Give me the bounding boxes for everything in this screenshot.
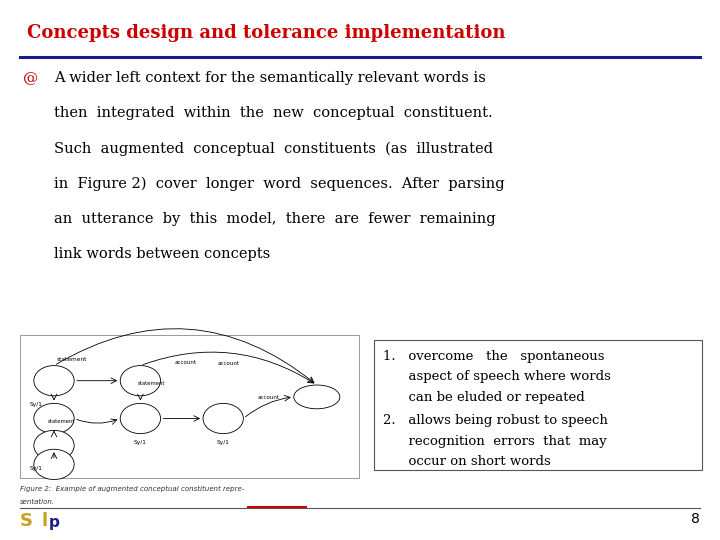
Text: sentation.: sentation.	[20, 500, 55, 505]
Text: 1.   overcome   the   spontaneous: 1. overcome the spontaneous	[383, 350, 605, 363]
Text: Sy/1: Sy/1	[30, 402, 42, 407]
Text: an  utterance  by  this  model,  there  are  fewer  remaining: an utterance by this model, there are fe…	[54, 212, 495, 226]
Text: statement: statement	[48, 418, 75, 424]
Text: Sy/1: Sy/1	[217, 440, 230, 445]
Text: recognition  errors  that  may: recognition errors that may	[383, 435, 607, 448]
Text: Such  augmented  conceptual  constituents  (as  illustrated: Such augmented conceptual constituents (…	[54, 141, 493, 156]
Text: account: account	[258, 395, 279, 400]
Bar	[374, 340, 702, 470]
Text: 2.   allows being robust to speech: 2. allows being robust to speech	[383, 414, 608, 427]
Circle shape	[34, 449, 74, 480]
Circle shape	[34, 366, 74, 396]
Text: p: p	[49, 515, 60, 530]
Text: account: account	[174, 360, 197, 365]
Text: 8: 8	[691, 512, 700, 526]
Circle shape	[120, 366, 161, 396]
Bar	[20, 335, 359, 478]
Text: can be eluded or repeated: can be eluded or repeated	[383, 391, 585, 404]
Text: then  integrated  within  the  new  conceptual  constituent.: then integrated within the new conceptua…	[54, 106, 492, 120]
Circle shape	[34, 403, 74, 434]
Circle shape	[34, 430, 74, 461]
Text: A wider left context for the semantically relevant words is: A wider left context for the semanticall…	[54, 71, 486, 85]
Text: Sy/1: Sy/1	[30, 466, 42, 471]
Text: statement: statement	[138, 381, 165, 386]
Text: Concepts design and tolerance implementation: Concepts design and tolerance implementa…	[27, 24, 506, 42]
Text: l: l	[42, 512, 48, 530]
Text: account: account	[217, 361, 240, 366]
Ellipse shape	[294, 385, 340, 409]
Text: @: @	[23, 71, 38, 85]
Text: link words between concepts: link words between concepts	[54, 247, 270, 261]
Text: in  Figure 2)  cover  longer  word  sequences.  After  parsing: in Figure 2) cover longer word sequences…	[54, 177, 505, 191]
Text: Sy/1: Sy/1	[134, 440, 147, 445]
Text: aspect of speech where words: aspect of speech where words	[383, 370, 611, 383]
Text: Figure 2:  Example of augmented conceptual constituent repre-: Figure 2: Example of augmented conceptua…	[20, 486, 244, 492]
Circle shape	[203, 403, 243, 434]
Text: statement: statement	[57, 357, 87, 362]
Text: occur on short words: occur on short words	[383, 455, 551, 468]
Circle shape	[120, 403, 161, 434]
Text: S: S	[20, 512, 33, 530]
